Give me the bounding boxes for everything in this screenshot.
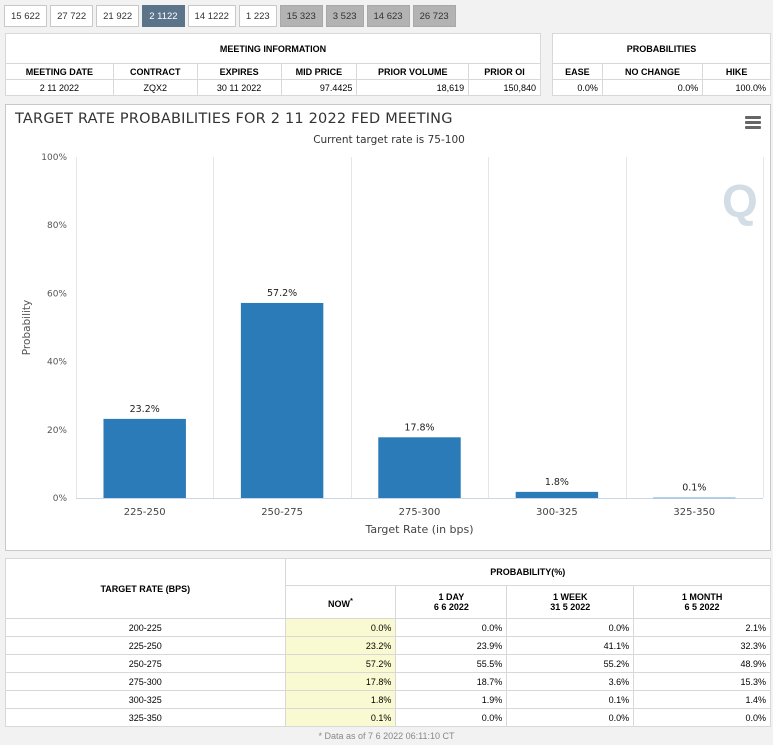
- y-tick-label: 60%: [47, 289, 67, 299]
- meeting-tab[interactable]: 1 223: [238, 5, 277, 27]
- chart-subtitle: Current target rate is 75-100: [313, 134, 465, 146]
- now-column-header: NOW*: [284, 585, 397, 619]
- x-tick-label: 225-250: [124, 507, 166, 518]
- chart-panel: 0% 20% 40% 60% 80% 100% Q 23.2% 225-250 57.2% 250-…: [5, 104, 771, 551]
- bar: [103, 418, 186, 498]
- table-row: 200-225 0.0% 0.0% 0.0% 2.1%: [5, 618, 771, 637]
- y-tick-label: 100%: [41, 153, 67, 163]
- column-header: PRIOR OI: [468, 63, 541, 80]
- column-header: MEETING DATE: [5, 63, 114, 80]
- probabilities-summary-table: PROBABILITIES EASE NO CHANGE HIKE 0.0% 0…: [552, 33, 771, 96]
- bar: [240, 302, 324, 498]
- data-label: 57.2%: [267, 288, 297, 299]
- meeting-tabs: 15 622 27 722 21 922 2 1122 14 1222 1 22…: [4, 5, 456, 27]
- hamburger-menu-icon[interactable]: [745, 116, 761, 130]
- one-day-column-header: 1 DAY 6 6 2022: [395, 585, 508, 619]
- table-row: 225-250 23.2% 23.9% 41.1% 32.3%: [5, 636, 771, 655]
- bar: [653, 497, 736, 499]
- hike-cell: 100.0%: [702, 79, 771, 96]
- one-month-column-header: 1 MONTH 6 5 2022: [633, 585, 771, 619]
- table-row: 325-350 0.1% 0.0% 0.0% 0.0%: [5, 708, 771, 727]
- ease-cell: 0.0%: [552, 79, 603, 96]
- y-axis-title: Probability: [21, 300, 33, 356]
- meeting-date-cell: 2 11 2022: [5, 79, 114, 96]
- meeting-tab[interactable]: 15 323: [279, 5, 323, 27]
- data-label: 1.8%: [545, 477, 569, 488]
- probability-bar-chart: 0% 20% 40% 60% 80% 100% Q 23.2% 225-250 57.2% 250-…: [21, 153, 764, 536]
- one-week-column-header: 1 WEEK 31 5 2022: [506, 585, 635, 619]
- data-timestamp-footnote: * Data as of 7 6 2022 06:11:10 CT: [318, 731, 455, 741]
- mid-price-cell: 97.4425: [280, 79, 358, 96]
- prior-oi-cell: 150,840: [468, 79, 541, 96]
- no-change-cell: 0.0%: [601, 79, 704, 96]
- meeting-tab[interactable]: 21 922: [96, 5, 140, 27]
- column-header: HIKE: [702, 63, 771, 80]
- y-tick-label: 0%: [53, 494, 68, 504]
- table-row: 300-325 1.8% 1.9% 0.1% 1.4%: [5, 690, 771, 709]
- watermark-logo-icon: Q: [722, 175, 758, 227]
- x-tick-label: 325-350: [673, 507, 715, 518]
- meeting-tab[interactable]: 15 622: [4, 5, 48, 27]
- probability-table: TARGET RATE (BPS) PROBABILITY(%) NOW* 1 …: [5, 557, 772, 727]
- x-tick-label: 275-300: [399, 507, 441, 518]
- y-tick-label: 20%: [47, 426, 67, 436]
- meeting-info-heading: MEETING INFORMATION: [5, 33, 541, 64]
- probabilities-heading: PROBABILITIES: [552, 33, 771, 64]
- column-header: EASE: [552, 63, 603, 80]
- x-tick-label: 250-275: [261, 507, 303, 518]
- x-axis-title: Target Rate (in bps): [364, 523, 473, 536]
- chart-title: TARGET RATE PROBABILITIES FOR 2 11 2022 …: [15, 111, 453, 127]
- meeting-info-table: MEETING INFORMATION MEETING DATE CONTRAC…: [5, 33, 541, 96]
- column-header: MID PRICE: [280, 63, 358, 80]
- probability-group-header: PROBABILITY(%): [284, 557, 772, 587]
- x-tick-label: 300-325: [536, 507, 578, 518]
- column-header: EXPIRES: [196, 63, 282, 80]
- data-label: 17.8%: [404, 422, 434, 433]
- column-header: NO CHANGE: [601, 63, 704, 80]
- prior-volume-cell: 18,619: [356, 79, 470, 96]
- table-row: 275-300 17.8% 18.7% 3.6% 15.3%: [5, 672, 771, 691]
- contract-cell: ZQX2: [112, 79, 198, 96]
- data-label: 23.2%: [130, 404, 160, 415]
- data-label: 0.1%: [682, 483, 706, 494]
- meeting-tab-active[interactable]: 2 1122: [142, 5, 185, 27]
- meeting-tab[interactable]: 3 523: [325, 5, 364, 27]
- bar: [378, 437, 461, 498]
- table-row: 250-275 57.2% 55.5% 55.2% 48.9%: [5, 654, 771, 673]
- expires-cell: 30 11 2022: [196, 79, 282, 96]
- target-rate-header: TARGET RATE (BPS): [5, 558, 286, 619]
- y-tick-label: 80%: [47, 221, 67, 231]
- meeting-tab[interactable]: 14 1222: [187, 5, 236, 27]
- column-header: PRIOR VOLUME: [356, 63, 470, 80]
- meeting-tab[interactable]: 27 722: [50, 5, 94, 27]
- meeting-tab[interactable]: 26 723: [412, 5, 456, 27]
- y-tick-label: 40%: [47, 358, 67, 368]
- meeting-tab[interactable]: 14 623: [366, 5, 410, 27]
- bar: [515, 491, 599, 498]
- column-header: CONTRACT: [112, 63, 198, 80]
